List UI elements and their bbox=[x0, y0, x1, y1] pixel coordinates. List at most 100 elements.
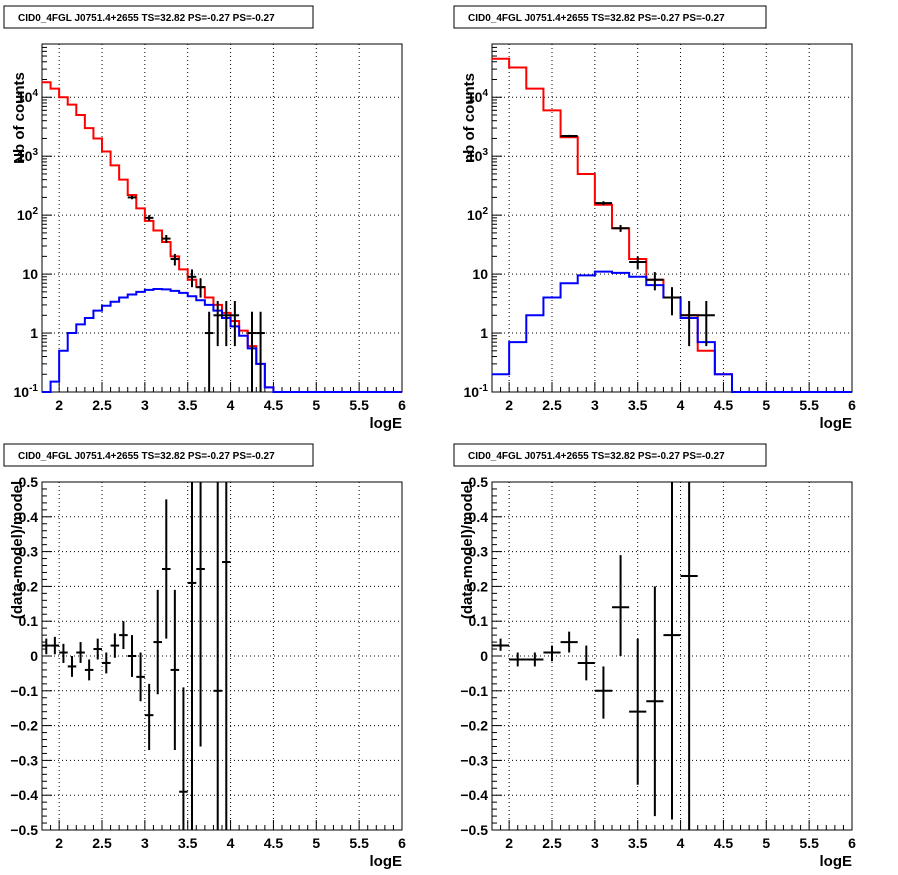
data-point bbox=[127, 195, 137, 200]
data-point bbox=[560, 134, 578, 138]
chart-title-box bbox=[453, 5, 767, 29]
y-tick-label: −0.5 bbox=[460, 822, 488, 838]
data-point bbox=[629, 256, 647, 270]
model-histogram-blue bbox=[492, 270, 852, 393]
residual-point bbox=[67, 656, 77, 677]
data-point bbox=[196, 278, 205, 298]
residual-point bbox=[646, 586, 664, 817]
residual-point bbox=[127, 635, 137, 677]
y-tick-label: 10 bbox=[22, 266, 38, 282]
x-tick-label: 2 bbox=[55, 835, 63, 851]
data-layer bbox=[42, 482, 231, 830]
chart-panel-2: CID0_4FGL J0751.4+2655 TS=32.82 PS=-0.27… bbox=[453, 5, 856, 432]
x-tick-label: 6 bbox=[848, 835, 856, 851]
residual-point bbox=[102, 652, 111, 674]
residual-point bbox=[162, 499, 171, 639]
data-point bbox=[170, 253, 180, 266]
residual-point bbox=[110, 633, 120, 658]
y-axis-label: (data-model)/model bbox=[9, 481, 26, 619]
data-point bbox=[230, 300, 240, 347]
data-point bbox=[594, 201, 612, 206]
x-axis-label: logE bbox=[370, 853, 403, 870]
residual-point bbox=[187, 482, 197, 830]
y-tick-label: 10-1 bbox=[14, 383, 39, 400]
x-tick-label: 2 bbox=[55, 397, 63, 413]
y-tick-label: −0.3 bbox=[460, 752, 488, 768]
x-tick-label: 2 bbox=[505, 835, 513, 851]
x-tick-label: 5 bbox=[762, 397, 770, 413]
grid-lines bbox=[492, 44, 852, 392]
data-point bbox=[204, 311, 214, 392]
y-tick-label: 0 bbox=[480, 648, 488, 664]
data-layer bbox=[492, 57, 852, 393]
data-point bbox=[663, 287, 681, 316]
data-point bbox=[256, 311, 265, 392]
chart-title: CID0_4FGL J0751.4+2655 TS=32.82 PS=-0.27… bbox=[18, 451, 275, 462]
y-tick-label: 104 bbox=[467, 88, 489, 105]
residual-point bbox=[222, 482, 231, 830]
x-tick-label: 3.5 bbox=[628, 397, 648, 413]
y-tick-label: 103 bbox=[17, 147, 39, 164]
x-tick-label: 5 bbox=[312, 397, 320, 413]
x-tick-label: 5.5 bbox=[349, 397, 369, 413]
y-tick-label: 0.2 bbox=[469, 578, 489, 594]
model-histogram-red bbox=[42, 81, 402, 393]
x-axis-label: logE bbox=[820, 853, 853, 870]
x-tick-label: 4.5 bbox=[714, 835, 734, 851]
x-tick-label: 4.5 bbox=[714, 397, 734, 413]
data-point bbox=[680, 300, 698, 347]
y-tick-label: 0.3 bbox=[19, 544, 39, 560]
chart-title-box bbox=[3, 5, 314, 29]
y-tick-label: −0.5 bbox=[10, 822, 38, 838]
x-tick-label: 3.5 bbox=[178, 397, 198, 413]
x-tick-label: 2 bbox=[505, 397, 513, 413]
y-tick-label: −0.1 bbox=[10, 683, 38, 699]
data-layer bbox=[42, 81, 402, 393]
x-tick-label: 4 bbox=[227, 397, 235, 413]
chart-title-box bbox=[453, 443, 767, 467]
x-tick-label: 5.5 bbox=[349, 835, 369, 851]
y-tick-label: −0.3 bbox=[10, 752, 38, 768]
residual-point bbox=[179, 687, 188, 830]
chart-title: CID0_4FGL J0751.4+2655 TS=32.82 PS=-0.27… bbox=[468, 13, 725, 24]
x-tick-label: 2.5 bbox=[542, 397, 562, 413]
x-tick-label: 3 bbox=[591, 397, 599, 413]
x-tick-label: 2.5 bbox=[542, 835, 562, 851]
y-tick-label: 0.1 bbox=[469, 613, 489, 629]
y-tick-label: 10-1 bbox=[464, 383, 489, 400]
y-tick-label: 0.4 bbox=[469, 509, 489, 525]
data-point bbox=[222, 300, 231, 347]
y-tick-label: −0.2 bbox=[10, 718, 38, 734]
x-tick-label: 6 bbox=[398, 835, 406, 851]
residual-point bbox=[543, 645, 561, 662]
y-tick-label: 102 bbox=[17, 206, 39, 223]
residual-point bbox=[196, 482, 205, 747]
data-point bbox=[646, 272, 664, 291]
residual-point bbox=[680, 482, 698, 830]
x-tick-label: 2.5 bbox=[92, 835, 112, 851]
residual-point bbox=[144, 683, 154, 750]
residual-point bbox=[213, 482, 222, 830]
chart-panel-3: CID0_4FGL J0751.4+2655 TS=32.82 PS=-0.27… bbox=[3, 443, 406, 870]
x-tick-label: 3 bbox=[141, 397, 149, 413]
y-tick-label: −0.2 bbox=[460, 718, 488, 734]
model-histogram-red bbox=[492, 57, 852, 393]
y-tick-label: −0.4 bbox=[460, 787, 488, 803]
residual-point bbox=[153, 589, 162, 695]
residual-point bbox=[594, 666, 612, 719]
x-tick-label: 5.5 bbox=[799, 835, 819, 851]
x-tick-label: 4.5 bbox=[264, 835, 284, 851]
residual-point bbox=[663, 482, 681, 820]
grid-lines bbox=[42, 482, 402, 830]
chart-panel-4: CID0_4FGL J0751.4+2655 TS=32.82 PS=-0.27… bbox=[453, 443, 856, 870]
residual-point bbox=[50, 636, 60, 655]
x-tick-label: 4 bbox=[677, 397, 685, 413]
y-tick-label: 0.5 bbox=[19, 474, 39, 490]
chart-title-box bbox=[3, 443, 314, 467]
residual-point bbox=[612, 555, 630, 656]
x-tick-label: 3 bbox=[141, 835, 149, 851]
residual-point bbox=[84, 659, 94, 681]
x-tick-label: 3.5 bbox=[178, 835, 198, 851]
y-axis-label: (data-model)/model bbox=[459, 481, 476, 619]
y-tick-label: 0.2 bbox=[19, 578, 39, 594]
